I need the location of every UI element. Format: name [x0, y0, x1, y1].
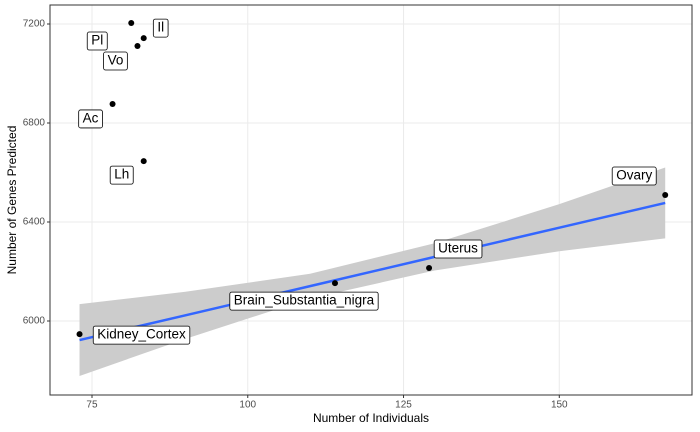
x-tick-label: 150	[551, 400, 568, 411]
x-tick-label: 100	[239, 400, 256, 411]
point	[134, 43, 141, 50]
y-tick-label: 6400	[23, 217, 46, 228]
point-label: Brain_Substantia_nigra	[234, 293, 375, 308]
x-tick-label: 125	[395, 400, 412, 411]
point-label: Ovary	[616, 168, 652, 183]
point	[76, 331, 83, 338]
point-label: Kidney_Cortex	[97, 327, 186, 342]
point	[140, 35, 147, 42]
point-label: Pl	[91, 33, 103, 48]
y-tick-label: 7200	[23, 19, 46, 30]
plot-border	[49, 4, 693, 396]
point	[109, 100, 116, 107]
point	[426, 265, 433, 272]
label-box	[103, 51, 128, 71]
point-label: Uterus	[438, 241, 478, 256]
point-label: Lh	[114, 167, 129, 182]
label-box	[229, 291, 379, 311]
label-box	[92, 325, 191, 345]
point	[140, 158, 147, 165]
x-axis-title: Number of Individuals	[313, 411, 429, 425]
point	[128, 20, 135, 27]
fit-line	[79, 201, 666, 342]
y-axis-title: Number of Genes Predicted	[5, 126, 19, 275]
label-box	[86, 31, 108, 51]
point	[662, 192, 669, 199]
point	[331, 280, 338, 287]
label-box	[152, 18, 169, 38]
point-label: Vo	[108, 53, 124, 68]
label-box	[611, 166, 657, 186]
label-box	[433, 239, 483, 259]
point-label: Ac	[83, 111, 99, 126]
point-label: Il	[157, 20, 164, 35]
label-box	[78, 109, 103, 129]
x-tick-label: 75	[86, 400, 98, 411]
y-tick-label: 6000	[23, 316, 46, 327]
y-tick-label: 6800	[23, 118, 46, 129]
label-box	[109, 165, 134, 185]
